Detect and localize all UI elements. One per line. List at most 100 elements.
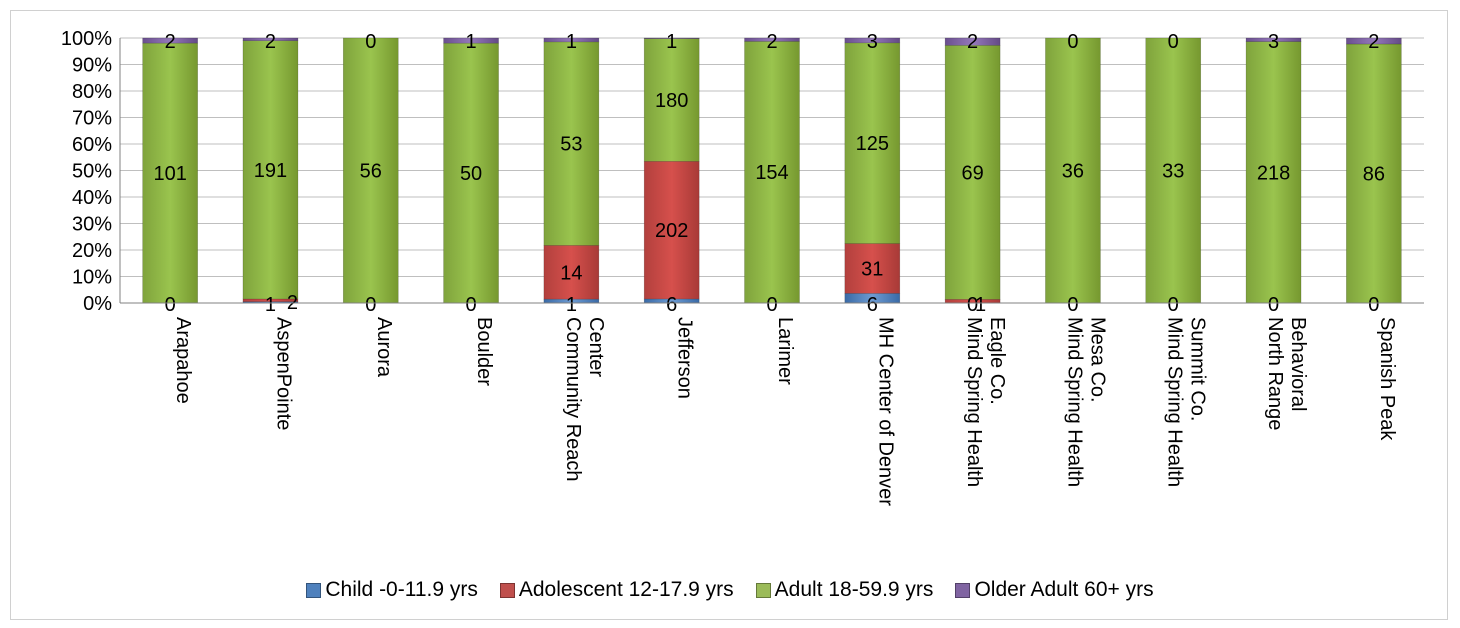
data-label: 1 xyxy=(975,294,986,316)
data-label: 0 xyxy=(1168,294,1179,316)
bar-segment xyxy=(242,40,299,300)
y-tick-label: 100% xyxy=(61,28,112,50)
x-category-label: Summit Co. xyxy=(1187,317,1209,421)
bar-segment xyxy=(443,37,499,44)
bar-segment xyxy=(744,41,800,304)
x-category-label: AspenPointe xyxy=(272,317,294,430)
y-tick-label: 50% xyxy=(72,161,112,183)
bar-segment xyxy=(142,37,198,44)
x-category-label: Boulder xyxy=(473,317,495,386)
y-tick-label: 30% xyxy=(72,214,112,236)
data-label: 0 xyxy=(766,294,777,316)
data-label: 3 xyxy=(1268,31,1279,53)
data-label: 0 xyxy=(1067,31,1078,53)
legend-label: Older Adult 60+ yrs xyxy=(974,578,1154,601)
data-label: 3 xyxy=(867,31,878,53)
data-label: 0 xyxy=(1368,294,1379,316)
data-label: 2 xyxy=(265,31,276,53)
bar-segment xyxy=(242,37,299,42)
data-label: 0 xyxy=(365,294,376,316)
data-label: 180 xyxy=(655,90,688,112)
x-category-label: Community Reach xyxy=(562,317,584,482)
data-label: 0 xyxy=(165,294,176,316)
data-label: 1 xyxy=(666,31,677,53)
data-label: 86 xyxy=(1363,164,1385,186)
x-category-label: Jefferson xyxy=(674,317,696,399)
y-tick-label: 40% xyxy=(72,187,112,209)
data-label: 36 xyxy=(1062,161,1084,183)
x-category-label: Mesa Co. xyxy=(1086,317,1108,403)
data-label: 218 xyxy=(1257,162,1290,184)
data-label: 14 xyxy=(560,262,582,284)
y-tick-label: 90% xyxy=(72,55,112,77)
data-label: 6 xyxy=(666,294,677,316)
bar-segment xyxy=(1346,37,1402,45)
bar-segment xyxy=(342,37,399,304)
data-label: 1 xyxy=(466,31,477,53)
legend-swatch xyxy=(955,582,971,598)
x-category-label: MH Center of Denver xyxy=(874,317,896,506)
y-tick-label: 70% xyxy=(72,108,112,130)
bar-segment xyxy=(1145,37,1202,304)
x-category-label: Behavioral xyxy=(1287,317,1309,412)
data-label: 0 xyxy=(1168,31,1179,53)
data-label: 6 xyxy=(867,294,878,316)
data-label: 0 xyxy=(967,294,978,316)
legend-item: Adult 18-59.9 yrs xyxy=(755,578,934,602)
y-tick-label: 80% xyxy=(72,81,112,103)
x-category-label: Eagle Co. xyxy=(986,317,1008,405)
data-label: 50 xyxy=(460,163,482,185)
bar-segment xyxy=(543,41,600,246)
y-tick-label: 60% xyxy=(72,134,112,156)
legend-item: Child -0-11.9 yrs xyxy=(306,578,478,602)
bar-segment xyxy=(643,38,700,162)
legend-swatch xyxy=(755,582,771,598)
legend-swatch xyxy=(306,582,322,598)
x-category-label: Spanish Peak xyxy=(1376,317,1398,441)
data-label: 125 xyxy=(856,133,889,155)
legend-item: Older Adult 60+ yrs xyxy=(955,578,1154,602)
data-label: 31 xyxy=(861,258,883,280)
x-category-label: Mind Spring Health xyxy=(963,317,985,487)
bar-segment xyxy=(643,37,700,39)
data-label: 2 xyxy=(1368,31,1379,53)
data-label: 0 xyxy=(365,31,376,53)
data-label: 0 xyxy=(1067,294,1078,316)
legend-label: Child -0-11.9 yrs xyxy=(325,578,478,601)
bar-segment xyxy=(944,45,1001,300)
bar-segment xyxy=(142,42,198,304)
y-tick-label: 20% xyxy=(72,240,112,262)
x-category-label: Larimer xyxy=(774,317,796,385)
bar-segment xyxy=(1245,37,1302,42)
data-label: 0 xyxy=(1268,294,1279,316)
data-label: 1 xyxy=(566,31,577,53)
bar-segment xyxy=(1346,43,1402,304)
data-label: 2 xyxy=(766,31,777,53)
x-category-label: North Range xyxy=(1264,317,1286,430)
bar-segment xyxy=(844,243,901,294)
data-label: 202 xyxy=(655,220,688,242)
data-label: 1 xyxy=(566,294,577,316)
data-label: 69 xyxy=(961,162,983,184)
bar-segment xyxy=(543,37,600,43)
x-category-label: Mind Spring Health xyxy=(1164,317,1186,487)
bar-segment xyxy=(844,37,901,44)
data-label: 33 xyxy=(1162,161,1184,183)
legend-label: Adolescent 12-17.9 yrs xyxy=(518,578,734,601)
data-label: 0 xyxy=(466,294,477,316)
data-label: 56 xyxy=(360,161,382,183)
bar-segment xyxy=(844,42,901,244)
y-tick-label: 0% xyxy=(83,293,112,315)
data-label: 191 xyxy=(254,160,287,182)
legend-item: Adolescent 12-17.9 yrs xyxy=(499,578,734,602)
bar-segment xyxy=(944,37,1001,46)
x-category-label: Center xyxy=(585,317,607,377)
data-label: 53 xyxy=(560,134,582,156)
data-label: 2 xyxy=(967,31,978,53)
chart-legend: Child -0-11.9 yrs Adolescent 12-17.9 yrs A… xyxy=(0,578,1460,602)
data-label: 154 xyxy=(755,162,788,184)
bar-segment xyxy=(543,245,600,300)
legend-label: Adult 18-59.9 yrs xyxy=(774,578,934,601)
bar-segment xyxy=(643,161,700,300)
